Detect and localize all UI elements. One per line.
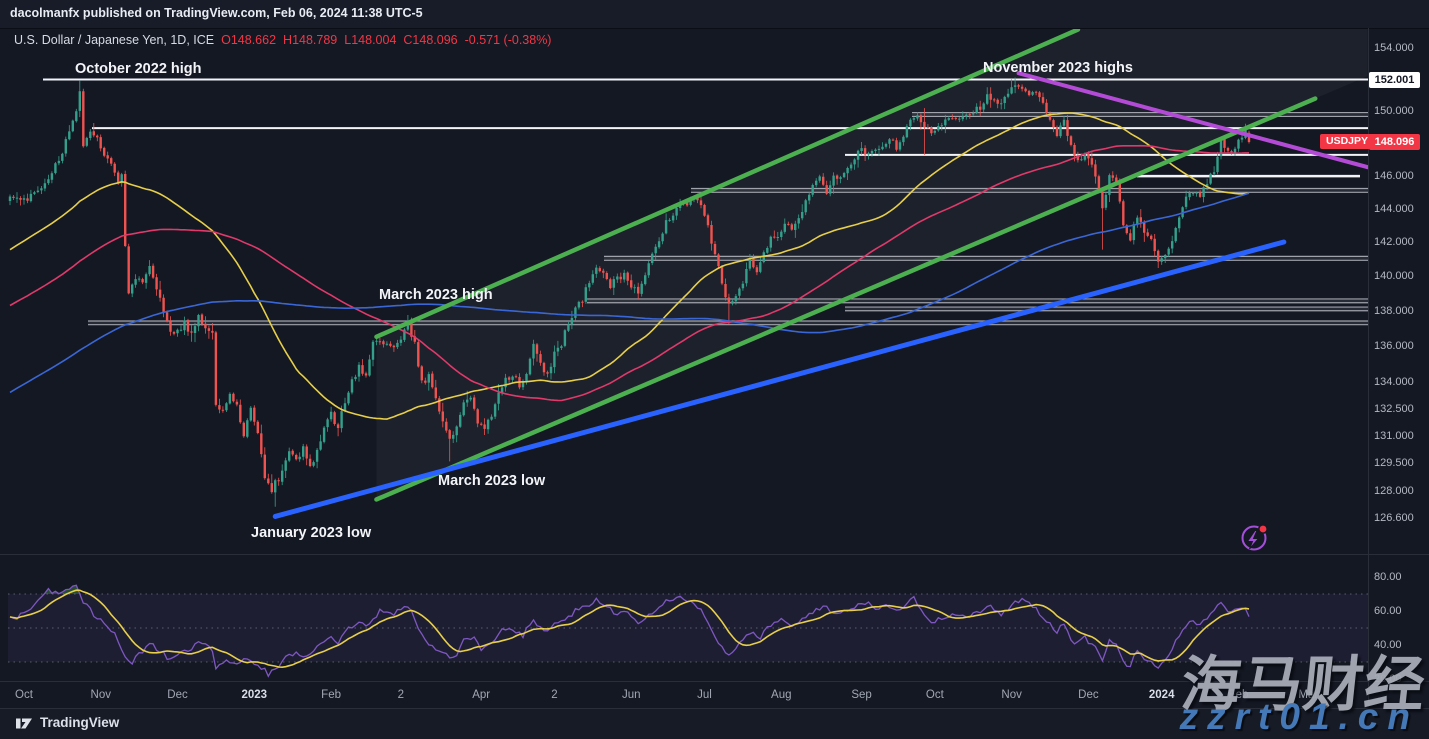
channel-upper-green[interactable]: [374, 29, 1081, 340]
rsi-tick-40.00: 40.00: [1374, 638, 1402, 651]
tradingview-brand[interactable]: TradingView: [40, 715, 120, 730]
time-tick-Feb: Feb: [1228, 689, 1249, 701]
ticker-tag: USDJPY: [1320, 134, 1375, 150]
level-price-label: 152.001: [1369, 71, 1420, 88]
time-tick-Feb: Feb: [321, 689, 341, 701]
symbol-legend: U.S. Dollar / Japanese Yen, 1D, ICE O148.…: [14, 33, 558, 47]
sma-50-line: [9, 112, 1250, 420]
time-tick-Jul: Jul: [697, 689, 712, 701]
change-value: -0.571 (-0.38%): [464, 33, 552, 47]
flash-icon-ring: [1241, 525, 1267, 551]
price-tick-144.000: 144.000: [1374, 202, 1414, 215]
zone-145[interactable]: [691, 188, 1368, 193]
notification-dot: [1259, 525, 1267, 533]
price-tick-132.500: 132.500: [1374, 402, 1414, 415]
zone-138-6[interactable]: [587, 298, 1368, 303]
price-tick-146.000: 146.000: [1374, 169, 1414, 182]
price-axis-separator: [1368, 28, 1369, 707]
time-tick-2023: 2023: [241, 689, 268, 701]
price-tick-136.000: 136.000: [1374, 339, 1414, 352]
time-tick-Jun: Jun: [621, 689, 641, 701]
open-value: O148.662: [221, 33, 277, 47]
footer-bar: TradingView: [0, 708, 1429, 739]
price-tick-150.000: 150.000: [1374, 104, 1414, 117]
lightning-bolt-icon: [1246, 530, 1260, 550]
rsi-tick-60.00: 60.00: [1374, 604, 1402, 617]
channel-fill: [376, 29, 1368, 500]
pane-separator-rsi[interactable]: [0, 554, 1429, 555]
rsi-tick-80.00: 80.00: [1374, 570, 1402, 583]
price-tick-128.000: 128.000: [1374, 485, 1414, 498]
time-tick-Nov: Nov: [90, 689, 111, 701]
annotation-january-2023-low[interactable]: January 2023 low: [251, 525, 372, 541]
sma-100-line: [9, 144, 1249, 402]
rsi-ma-line: [9, 589, 1250, 669]
price-tick-126.600: 126.600: [1374, 511, 1414, 524]
price-tick-138.000: 138.000: [1374, 304, 1414, 317]
time-tick-Nov: Nov: [1001, 689, 1022, 701]
publisher-text: dacolmanfx published on TradingView.com,…: [10, 6, 423, 20]
price-tick-154.000: 154.000: [1374, 41, 1414, 54]
time-tick-2: 2: [397, 689, 405, 701]
tradingview-logo-icon[interactable]: [16, 716, 36, 732]
channel-lower-green[interactable]: [374, 96, 1318, 502]
last-price-label: 148.096: [1369, 133, 1420, 150]
rsi-pane[interactable]: [8, 584, 1368, 678]
annotation-november-2023-highs[interactable]: November 2023 highs: [983, 60, 1133, 76]
flash-ideas-icon[interactable]: [1238, 521, 1272, 555]
rsi-tick-20.00: 20.00: [1374, 672, 1402, 685]
close-value: C148.096: [403, 33, 458, 47]
high-value: H148.789: [283, 33, 338, 47]
annotation-march-2023-low[interactable]: March 2023 low: [438, 473, 546, 489]
resistance-purple[interactable]: [1016, 71, 1368, 170]
time-tick-Dec: Dec: [1078, 689, 1099, 701]
zone-141[interactable]: [604, 256, 1368, 261]
support-blue-thick[interactable]: [272, 239, 1287, 519]
sma-200-line: [9, 192, 1250, 394]
annotation-march-2023-high[interactable]: March 2023 high: [379, 287, 493, 303]
time-tick-Dec: Dec: [167, 689, 188, 701]
annotation-october-2022-high[interactable]: October 2022 high: [75, 61, 202, 77]
publisher-bar: dacolmanfx published on TradingView.com,…: [0, 0, 1429, 29]
time-tick-Apr: Apr: [472, 689, 491, 701]
price-tick-140.000: 140.000: [1374, 270, 1414, 283]
time-tick-2024: 2024: [1148, 689, 1175, 701]
pane-separator-time: [0, 681, 1429, 682]
price-tick-131.000: 131.000: [1374, 429, 1414, 442]
low-value: L148.004: [344, 33, 397, 47]
price-tick-134.000: 134.000: [1374, 375, 1414, 388]
time-tick-Oct: Oct: [15, 689, 33, 701]
watermark-url-text: zzrt01.cn: [1179, 696, 1419, 737]
time-tick-2: 2: [551, 689, 558, 701]
symbol-title[interactable]: U.S. Dollar / Japanese Yen, 1D, ICE: [14, 33, 215, 47]
zone-150[interactable]: [912, 112, 1368, 117]
main-pane[interactable]: [8, 0, 1368, 519]
time-tick-Oct: Oct: [925, 689, 944, 701]
rsi-line: [9, 584, 1250, 678]
time-tick-Aug: Aug: [771, 689, 792, 701]
price-tick-142.000: 142.000: [1374, 236, 1414, 249]
zone-138-1[interactable]: [845, 307, 1368, 311]
price-tick-129.500: 129.500: [1374, 457, 1414, 470]
time-tick-Mar: Mar: [1298, 689, 1319, 701]
time-tick-Sep: Sep: [851, 689, 872, 701]
